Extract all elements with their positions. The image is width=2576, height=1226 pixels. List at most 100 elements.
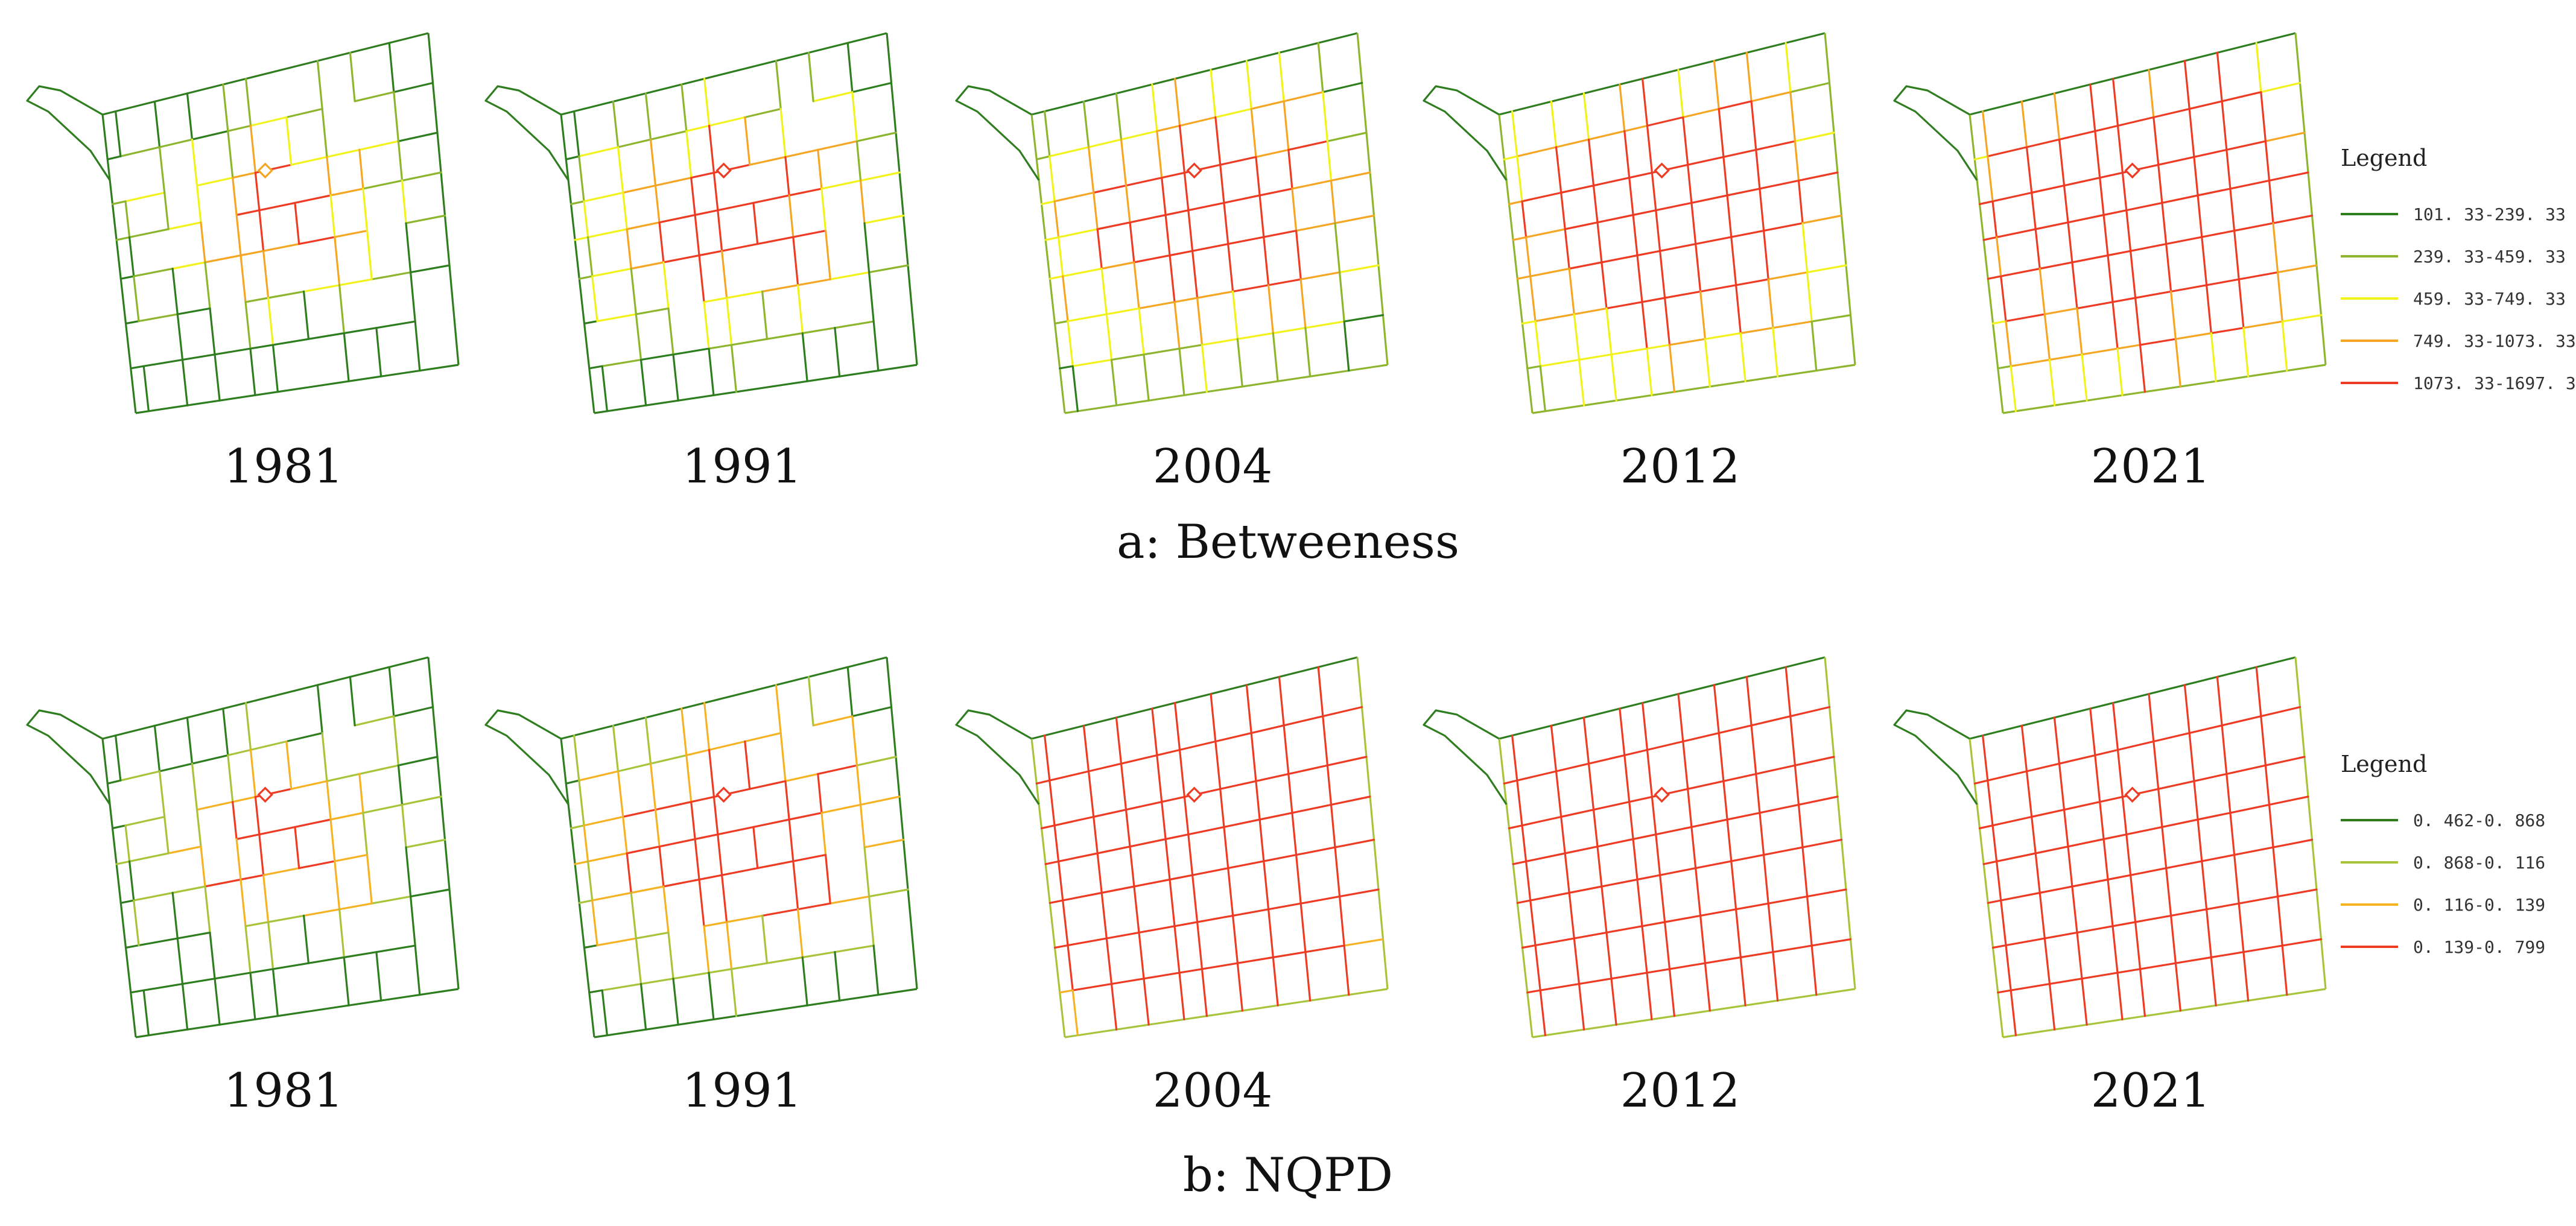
street-segment xyxy=(788,812,823,821)
street-segment xyxy=(1511,735,1518,782)
street-segment xyxy=(1690,201,1697,245)
street-segment xyxy=(409,264,451,274)
street-segment xyxy=(1156,130,1163,179)
street-segment xyxy=(863,222,871,274)
street-segment xyxy=(812,715,854,727)
street-segment xyxy=(375,327,382,378)
street-segment xyxy=(195,185,202,224)
street-segment xyxy=(1232,284,1270,292)
boundary-road-1 xyxy=(886,33,918,365)
street-segment xyxy=(409,271,416,323)
street-segment xyxy=(1120,762,1128,811)
street-segment xyxy=(1062,275,1069,323)
street-segment xyxy=(2197,818,2203,862)
boundary-road-1 xyxy=(1356,657,1389,990)
street-segment xyxy=(2197,812,2232,821)
street-segment xyxy=(1718,108,1725,158)
street-segment xyxy=(829,271,871,280)
street-segment xyxy=(726,914,764,923)
street-segment xyxy=(290,156,328,166)
street-segment xyxy=(2216,675,2223,727)
street-segment xyxy=(1718,100,1753,110)
street-segment xyxy=(1227,243,1234,292)
street-segment xyxy=(119,275,135,280)
roundabout-node xyxy=(715,162,732,179)
street-segment xyxy=(855,140,862,182)
street-segment xyxy=(1539,982,1581,991)
street-segment xyxy=(1659,874,1666,923)
street-segment xyxy=(2130,874,2137,923)
street-segment xyxy=(1632,213,1639,257)
street-segment xyxy=(1718,732,1725,782)
street-segment xyxy=(1699,914,1706,964)
street-segment xyxy=(133,267,174,277)
street-segment xyxy=(612,100,620,148)
boundary-road-2 xyxy=(2002,364,2326,414)
street-segment xyxy=(1555,770,1562,818)
street-segment xyxy=(1223,194,1261,204)
street-segment xyxy=(1516,899,1532,904)
street-segment xyxy=(626,228,632,270)
street-segment xyxy=(1726,812,1761,821)
street-segment xyxy=(2099,171,2124,179)
street-segment xyxy=(1048,899,1064,904)
street-segment xyxy=(820,179,862,190)
street-segment xyxy=(133,275,140,323)
street-segment xyxy=(1272,327,1307,335)
street-segment xyxy=(2130,243,2168,252)
street-segment xyxy=(694,838,700,881)
street-segment xyxy=(712,795,719,836)
street-segment xyxy=(2188,108,2195,158)
street-segment xyxy=(204,878,242,888)
street-segment xyxy=(703,701,711,751)
street-segment xyxy=(1053,191,1095,203)
street-segment xyxy=(2139,962,2177,970)
roundabout-node xyxy=(2124,786,2140,803)
street-segment xyxy=(1810,944,1818,996)
street-segment xyxy=(2272,222,2279,274)
street-segment xyxy=(2063,177,2101,187)
street-segment xyxy=(1232,290,1239,340)
street-segment xyxy=(1223,826,1229,870)
street-segment xyxy=(258,209,265,252)
street-segment xyxy=(1794,756,1835,766)
boundary-road-2 xyxy=(1064,364,1388,414)
street-segment xyxy=(200,221,206,264)
street-segment xyxy=(569,200,585,206)
street-segment xyxy=(708,344,733,350)
nqpd-panel: 1981 1991 2004 2012 2021 b: NQPD Legend 0. 462-… xyxy=(26,656,2545,1202)
street-segment xyxy=(1105,931,1140,940)
street-segment xyxy=(812,91,854,103)
street-segment xyxy=(1734,284,1742,335)
street-segment xyxy=(2000,891,2041,902)
street-segment xyxy=(2010,358,2051,367)
street-segment xyxy=(176,307,211,315)
street-segment xyxy=(1143,978,1150,1026)
street-segment xyxy=(362,188,369,232)
street-segment xyxy=(1191,250,1199,299)
street-segment xyxy=(712,171,719,212)
boundary-road-0 xyxy=(1499,32,1826,116)
street-segment xyxy=(222,707,229,756)
street-segment xyxy=(262,250,270,299)
street-segment xyxy=(1174,701,1181,751)
street-segment xyxy=(2025,138,2061,148)
street-segment xyxy=(587,228,628,238)
street-segment xyxy=(792,236,799,286)
street-segment xyxy=(2025,770,2033,818)
street-segment xyxy=(1100,885,1135,894)
street-segment xyxy=(2170,290,2177,340)
street-segment xyxy=(1227,860,1265,870)
street-segment xyxy=(2043,307,2078,315)
street-segment xyxy=(158,138,194,148)
street-segment xyxy=(1512,860,1528,865)
street-segment xyxy=(1759,188,1765,232)
street-segment xyxy=(303,290,309,340)
street-segment xyxy=(1797,179,1804,224)
panel-caption: b: NQPD xyxy=(1183,1148,1393,1202)
betweenness-panel: 1981 1991 2004 2012 2021 a: Betweeness Legend 1… xyxy=(26,32,2576,569)
street-segment xyxy=(227,754,234,803)
street-segment xyxy=(1173,297,1199,303)
street-segment xyxy=(1326,764,1333,806)
street-segment xyxy=(1035,155,1051,160)
